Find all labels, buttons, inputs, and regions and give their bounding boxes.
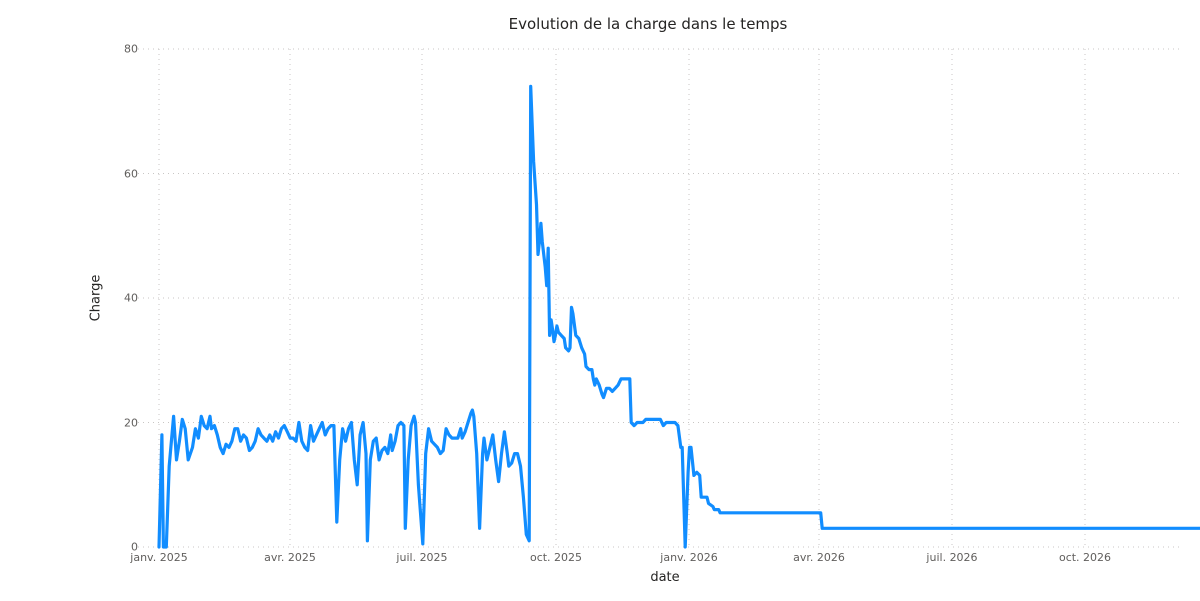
gridlines (138, 48, 1182, 548)
y-tick: 80 (124, 42, 138, 56)
chart-title: Evolution de la charge dans le temps (508, 15, 788, 33)
x-axis-label: date (650, 570, 680, 585)
y-tick: 0 (131, 540, 138, 554)
charge-line-series[interactable] (157, 84, 1200, 549)
y-tick: 40 (124, 291, 138, 305)
x-tick: avr. 2026 (793, 551, 845, 564)
x-tick: juil. 2026 (926, 551, 978, 564)
x-tick: oct. 2025 (529, 551, 583, 564)
x-tick: janv. 2025 (130, 551, 188, 564)
x-tick: janv. 2026 (660, 551, 718, 564)
y-tick: 60 (124, 167, 138, 180)
x-tick: avr. 2025 (264, 551, 316, 564)
x-tick: juil. 2025 (396, 551, 448, 564)
x-tick: oct. 2026 (1058, 551, 1112, 564)
y-tick: 20 (124, 416, 138, 429)
